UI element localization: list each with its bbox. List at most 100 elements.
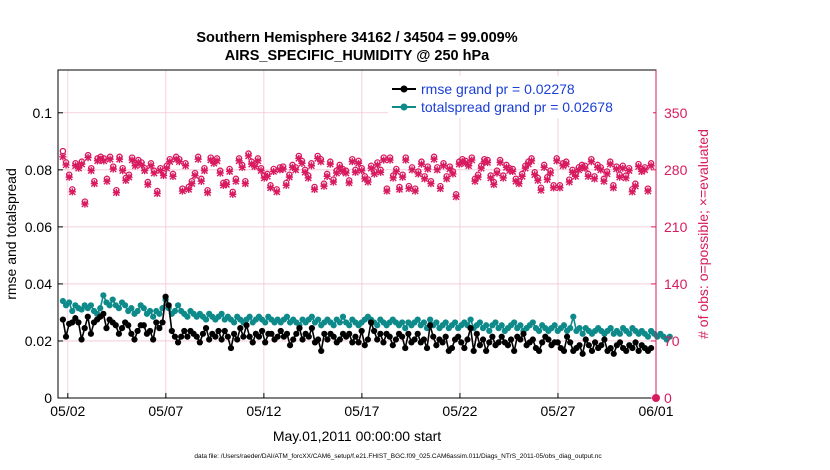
rmse-point xyxy=(196,339,203,346)
obs-evaluated-point xyxy=(644,187,652,195)
obs-evaluated-point xyxy=(446,165,454,173)
rmse-point xyxy=(442,333,449,340)
rmse-point xyxy=(199,330,207,337)
y-tick-label-left: 0.04 xyxy=(25,276,52,292)
obs-evaluated-point xyxy=(414,170,422,178)
obs-evaluated-point xyxy=(310,185,319,193)
obs-evaluated-point xyxy=(411,187,419,195)
rmse-point xyxy=(635,347,642,355)
obs-evaluated-point xyxy=(109,165,117,173)
obs-evaluated-point xyxy=(392,167,400,176)
obs-evaluated-point xyxy=(188,180,196,188)
obs-evaluated-point xyxy=(241,180,249,188)
rmse-point xyxy=(59,316,67,323)
obs-evaluated-point xyxy=(556,184,564,192)
obs-evaluated-point xyxy=(213,157,221,165)
rmse-point xyxy=(243,322,250,329)
obs-evaluated-point xyxy=(606,160,614,168)
totalspread-point xyxy=(174,302,182,309)
obs-evaluated-point xyxy=(531,171,539,179)
totalspread-point xyxy=(156,310,163,317)
obs-evaluated-point xyxy=(254,157,262,165)
obs-evaluated-point xyxy=(354,159,363,167)
rmse-point xyxy=(75,319,82,326)
rmse-point xyxy=(392,336,400,343)
obs-evaluated-point xyxy=(78,160,86,168)
rmse-point xyxy=(507,336,515,343)
obs-evaluated-point xyxy=(263,172,271,180)
rmse-point xyxy=(227,344,235,352)
rmse-point xyxy=(87,330,95,337)
totalspread-point xyxy=(433,319,440,326)
totalspread-point xyxy=(87,302,95,309)
rmse-point xyxy=(112,322,119,329)
obs-evaluated-point xyxy=(125,173,133,181)
rmse-point xyxy=(517,336,524,343)
obs-evaluated-point xyxy=(194,155,202,163)
totalspread-point xyxy=(476,319,484,326)
obs-evaluated-point xyxy=(389,174,397,182)
obs-evaluated-point xyxy=(581,164,589,172)
obs-evaluated-point xyxy=(332,169,341,177)
obs-evaluated-point xyxy=(131,162,139,170)
rmse-point xyxy=(411,336,418,343)
rmse-point xyxy=(128,330,135,337)
obs-evaluated-point xyxy=(298,159,306,167)
x-axis-ticks: 05/02 05/07 05/12 05/17 05/22 05/27 06/01 xyxy=(50,393,674,419)
obs-evaluated-point xyxy=(219,181,227,189)
obs-evaluated-point xyxy=(537,186,545,194)
obs-evaluated-point xyxy=(628,188,636,196)
obs-evaluated-point xyxy=(348,158,356,166)
totalspread-point xyxy=(529,319,536,326)
legend-spread-marker xyxy=(400,103,408,111)
obs-evaluated-point xyxy=(641,166,649,174)
totalspread-point xyxy=(576,325,583,332)
rmse-point xyxy=(277,327,284,335)
obs-evaluated-point xyxy=(257,167,265,175)
obs-evaluated-point xyxy=(266,184,275,192)
x-tick-label: 05/17 xyxy=(344,403,379,419)
rmse-point xyxy=(430,333,437,340)
rmse-point xyxy=(202,325,210,332)
obs-evaluated-point xyxy=(279,165,287,173)
obs-evaluated-point xyxy=(235,157,243,165)
obs-evaluated-point xyxy=(106,155,114,163)
totalspread-point xyxy=(106,302,113,309)
obs-evaluated-point xyxy=(590,175,599,183)
obs-evaluated-point xyxy=(509,167,517,176)
rmse-point xyxy=(134,327,141,335)
y-tick-label-left: 0.06 xyxy=(25,219,52,235)
obs-evaluated-point xyxy=(565,178,573,186)
obs-evaluated-point xyxy=(197,177,205,185)
rmse-point xyxy=(402,344,409,352)
obs-evaluated-point xyxy=(273,188,281,196)
obs-evaluated-point xyxy=(317,158,325,166)
rmse-point xyxy=(579,350,586,357)
rmse-point xyxy=(504,342,512,349)
obs-evaluated-point xyxy=(631,182,639,190)
totalspread-point xyxy=(442,319,449,326)
obs-evaluated-point xyxy=(329,178,338,186)
totalspread-point xyxy=(567,325,574,332)
rmse-point xyxy=(62,333,70,340)
totalspread-point xyxy=(184,313,191,320)
obs-evaluated-point xyxy=(323,172,331,180)
totalspread-point xyxy=(246,313,253,320)
totalspread-point xyxy=(283,313,291,320)
obs-evaluated-point xyxy=(521,164,529,172)
rmse-point xyxy=(274,333,281,340)
y-tick-label-left: 0.02 xyxy=(25,333,52,349)
obs-evaluated-point xyxy=(185,185,193,193)
obs-evaluated-point xyxy=(364,178,372,186)
x-tick-label: 05/12 xyxy=(246,403,281,419)
obs-evaluated-point xyxy=(244,152,253,160)
rmse-point xyxy=(293,330,300,337)
rmse-point xyxy=(193,333,200,340)
rmse-point xyxy=(308,325,315,332)
rmse-point xyxy=(168,327,175,335)
obs-evaluated-point xyxy=(373,161,382,169)
rmse-point xyxy=(336,336,343,343)
rmse-point xyxy=(427,322,434,329)
totalspread-point xyxy=(346,322,353,329)
